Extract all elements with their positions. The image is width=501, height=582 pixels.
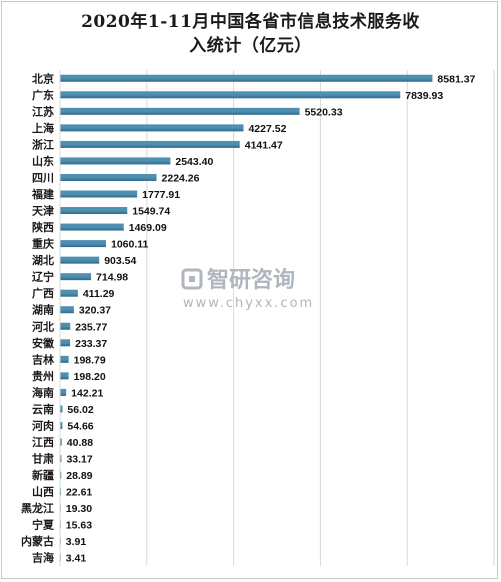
category-label: 四川 (32, 171, 54, 184)
data-label: 714.98 (96, 272, 128, 284)
bar (60, 471, 62, 479)
category-label: 云南 (32, 402, 54, 416)
data-label: 233.37 (75, 338, 107, 350)
category-label: 天津 (32, 204, 54, 218)
category-label: 内蒙古 (21, 534, 54, 548)
data-label: 4227.52 (248, 123, 286, 135)
bar (60, 438, 62, 446)
category-label: 湖南 (32, 303, 54, 317)
category-label: 吉海 (32, 551, 54, 565)
category-label: 浙江 (32, 137, 54, 151)
category-label: 吉林 (32, 352, 54, 366)
watermark: 智研咨询 www.chyxx.com (181, 267, 314, 311)
data-label: 198.20 (74, 371, 106, 383)
category-label: 海南 (32, 385, 54, 399)
category-label: 宁夏 (32, 518, 55, 532)
bar (60, 372, 69, 380)
data-label: 8581.37 (437, 73, 475, 85)
category-label: 福建 (31, 187, 55, 201)
bar (60, 190, 138, 198)
bar (60, 107, 300, 115)
chart-title: 2020年1-11月中国各省市信息技术服务收 入统计（亿元） (0, 10, 501, 58)
data-label: 1549.74 (132, 206, 170, 218)
category-label: 河北 (32, 319, 54, 333)
data-label: 7839.93 (405, 90, 443, 102)
watermark-brand: 智研咨询 (207, 267, 295, 293)
data-label: 2224.26 (162, 172, 200, 184)
bar (60, 240, 107, 248)
data-label: 56.02 (67, 404, 93, 416)
category-label: 陕西 (32, 220, 54, 234)
bar (60, 173, 157, 181)
bar (60, 388, 67, 396)
data-label: 19.30 (66, 503, 92, 515)
category-label: 江西 (32, 435, 54, 449)
bar (60, 140, 240, 148)
watermark-url: www.chyxx.com (183, 296, 314, 311)
bar (60, 322, 71, 330)
value-labels: 8581.37 7839.93 5520.33 4227.52 4141.47 2543.… (66, 73, 476, 564)
bar (60, 455, 62, 463)
bar (60, 405, 63, 413)
category-label: 广东 (32, 88, 54, 102)
category-label: 江苏 (32, 104, 54, 118)
bar (60, 256, 100, 264)
data-label: 54.66 (67, 420, 93, 432)
bar (60, 157, 171, 165)
category-label: 山西 (32, 485, 54, 499)
data-label: 40.88 (67, 437, 93, 449)
bar (60, 223, 124, 231)
bar (60, 91, 401, 99)
data-label: 235.77 (75, 321, 107, 333)
category-label: 山东 (32, 154, 54, 168)
data-label: 2543.40 (175, 156, 213, 168)
data-label: 28.89 (66, 470, 92, 482)
bar (60, 124, 244, 132)
bar (60, 289, 78, 297)
category-label: 北京 (32, 71, 54, 85)
category-label: 贵州 (32, 369, 54, 383)
data-label: 142.21 (71, 387, 103, 399)
data-label: 22.61 (66, 487, 92, 499)
data-label: 1469.09 (129, 222, 167, 234)
category-label: 河肉 (32, 418, 54, 432)
data-label: 15.63 (66, 520, 92, 532)
chart-title-line-1: 2020年1-11月中国各省市信息技术服务收 (81, 12, 420, 32)
category-label: 黑龙江 (21, 501, 54, 515)
category-label: 辽宁 (32, 270, 54, 284)
bar (60, 355, 69, 363)
category-label: 重庆 (32, 237, 54, 251)
data-label: 320.37 (79, 305, 111, 317)
category-label: 上海 (32, 121, 54, 135)
category-label: 广西 (32, 286, 54, 300)
data-label: 4141.47 (245, 139, 283, 151)
watermark-logo-icon (181, 268, 203, 290)
data-label: 5520.33 (305, 106, 343, 118)
category-labels: 北京广东江苏上海浙江山东四川福建天津陕西重庆湖北辽宁广西湖南河北安徽吉林贵州海南… (21, 71, 55, 564)
bar (60, 339, 71, 347)
data-label: 198.79 (74, 354, 106, 366)
bars (60, 74, 433, 562)
bar (60, 421, 63, 429)
data-label: 903.54 (104, 255, 136, 267)
chart-title-line-2: 入统计（亿元） (189, 36, 312, 56)
data-label: 3.41 (66, 553, 87, 565)
data-label: 3.91 (66, 536, 87, 548)
bar (60, 207, 128, 215)
data-label: 1777.91 (142, 189, 180, 201)
data-label: 33.17 (66, 454, 92, 466)
category-label: 新疆 (32, 468, 54, 482)
data-label: 1060.11 (111, 239, 149, 251)
category-label: 湖北 (32, 253, 54, 267)
bar (60, 306, 74, 314)
bar (60, 74, 433, 82)
category-label: 安徽 (32, 336, 55, 350)
category-label: 甘肃 (32, 452, 54, 466)
bar (60, 273, 92, 281)
data-label: 411.29 (83, 288, 115, 300)
